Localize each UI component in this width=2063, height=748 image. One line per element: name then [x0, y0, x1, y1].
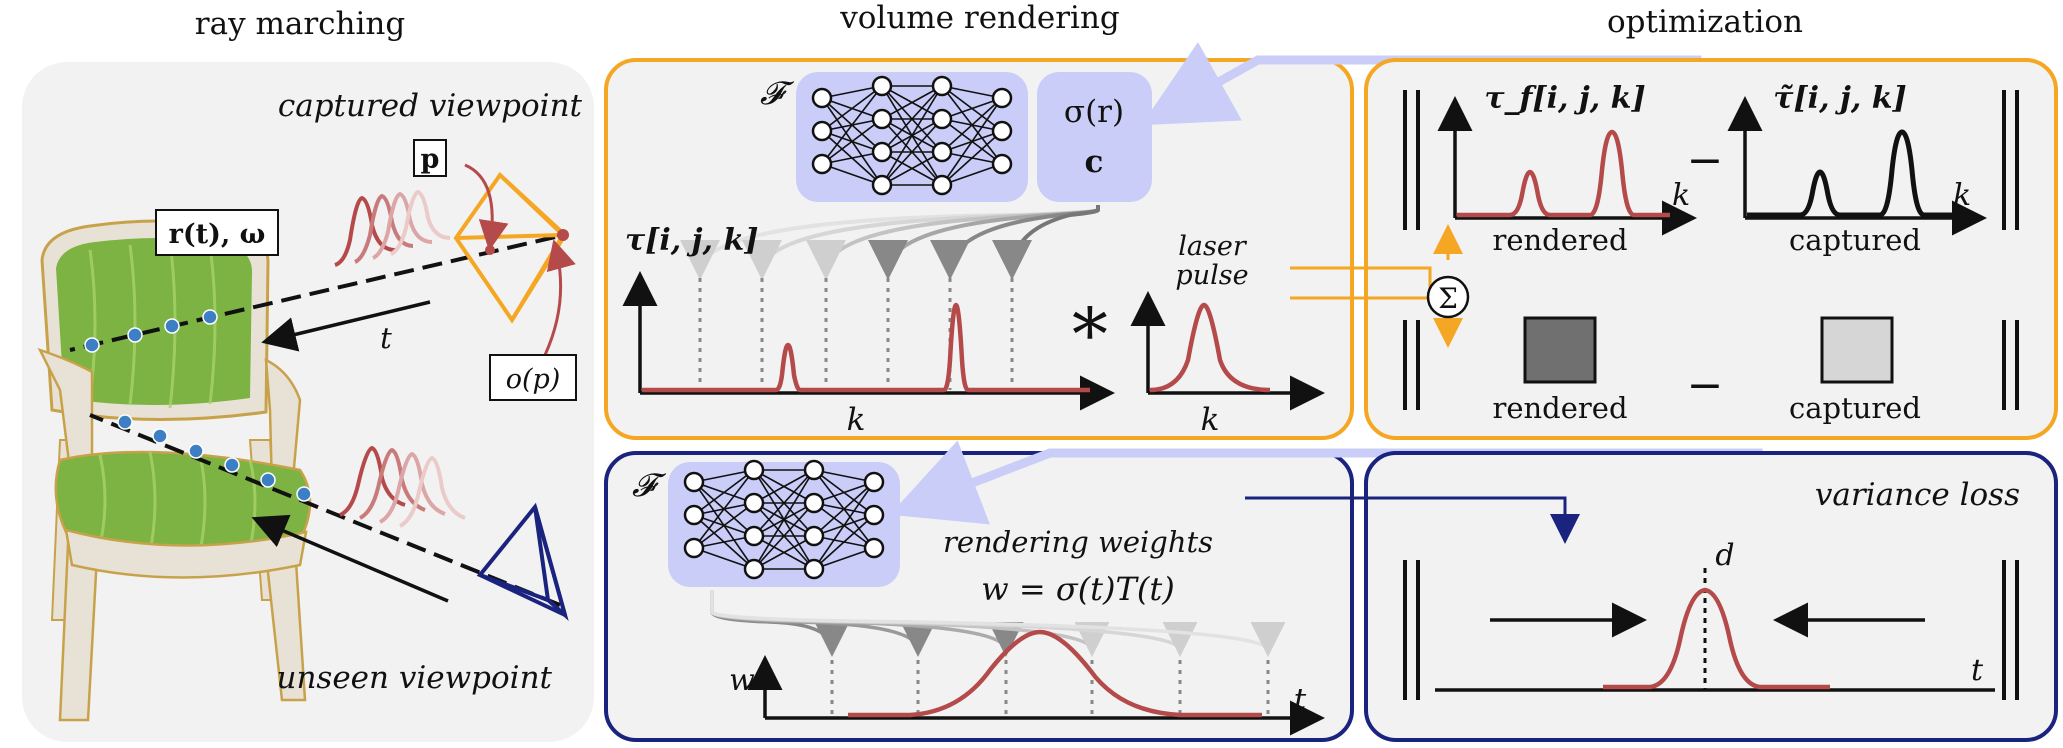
- unseen-viewpoint-label: unseen viewpoint: [276, 660, 552, 696]
- captured-curve: [1747, 129, 1960, 218]
- pixel-point: [485, 245, 495, 255]
- rendering-weights-title: rendering weights: [943, 525, 1213, 559]
- d-label: d: [1715, 538, 1734, 573]
- pulse-curve: [1149, 302, 1271, 393]
- chair-illustration: [37, 219, 312, 722]
- convolution-symbol: ∗: [1066, 278, 1115, 362]
- laser-label: laser: [1178, 231, 1248, 262]
- p-box: [413, 139, 447, 177]
- volume-rendering-panel: [604, 58, 1354, 440]
- minus-top: −: [1687, 135, 1724, 186]
- norm-bars-top: [1403, 90, 2019, 410]
- rendered-label-top: rendered: [1492, 223, 1627, 257]
- weights-curve: [848, 629, 1262, 718]
- captured-camera: [453, 171, 568, 324]
- captured-label-bottom: captured: [1789, 391, 1921, 425]
- r-omega-box: [155, 209, 279, 256]
- ray-captured: [69, 235, 556, 352]
- captured-viewpoint-label: captured viewpoint: [278, 88, 583, 124]
- sum-symbol: Σ: [1438, 282, 1458, 315]
- unseen-ray-arrow: [251, 514, 449, 603]
- rendered-k-axis: k: [1672, 178, 1690, 213]
- captured-plot: [1727, 96, 1987, 236]
- rendering-weights-formula: w = σ(t)T(t): [981, 570, 1174, 608]
- tau-k-axis: k: [847, 402, 866, 438]
- t-label: t: [380, 321, 392, 355]
- ray-unseen: [89, 413, 561, 607]
- weight-sample-arrows: [710, 590, 1286, 657]
- variance-input-arrow: [1245, 496, 1580, 544]
- tau-plot: [622, 271, 1115, 411]
- pulse-k-axis: k: [1201, 402, 1220, 438]
- sample-points: [84, 309, 312, 502]
- rendered-swatch: [1523, 316, 1597, 384]
- unseen-camera: [476, 502, 569, 621]
- norm-bars-bottom: [1403, 560, 2019, 700]
- header-volume-rendering: volume rendering: [839, 0, 1120, 36]
- captured-pulses: [334, 189, 451, 267]
- sum-circle: [1426, 275, 1470, 319]
- t-axis-label-variance: t: [1971, 653, 1984, 688]
- unseen-pulses: [339, 445, 466, 528]
- header-ray-marching: ray marching: [195, 6, 405, 42]
- captured-swatch: [1820, 316, 1894, 384]
- p-label: p: [421, 144, 440, 175]
- rendered-plot: [1437, 96, 1697, 236]
- pulse-label: pulse: [1175, 260, 1248, 291]
- t-axis-label-weights: t: [1294, 682, 1307, 718]
- minus-bottom: −: [1687, 360, 1724, 411]
- variance-loss-panel: [1364, 451, 2058, 742]
- o-arrow: [543, 239, 576, 356]
- captured-k-axis: k: [1953, 178, 1971, 213]
- captured-label-top: captured: [1789, 223, 1921, 257]
- o-p-label: o(p): [506, 364, 561, 395]
- tau-captured-label: τ̃[i, j, k]: [1773, 81, 1906, 116]
- rendered-curve: [1457, 129, 1670, 218]
- weights-plot: [747, 629, 1325, 736]
- sigma-label: σ(r): [1064, 94, 1124, 130]
- header-optimization: optimization: [1607, 4, 1803, 40]
- r-omega-label: r(t), ω: [169, 219, 266, 250]
- tau-f-label: τ_f[i, j, k]: [1484, 81, 1645, 116]
- variance-curve: [1603, 587, 1830, 690]
- pulse-plot: [1130, 291, 1325, 411]
- rendered-label-bottom: rendered: [1492, 391, 1627, 425]
- camera-center: [557, 229, 569, 241]
- tau-label: τ[i, j, k]: [625, 223, 758, 258]
- sample-arrows: [680, 205, 1100, 280]
- tau-curve: [642, 302, 1090, 393]
- sigma-c-box: [1037, 72, 1152, 202]
- c-label: c: [1085, 144, 1104, 180]
- p-arrow: [464, 163, 509, 251]
- t-arrow: [261, 300, 431, 352]
- w-axis-label: w: [729, 663, 755, 698]
- o-p-box: [489, 354, 577, 401]
- variance-loss-title: variance loss: [1815, 477, 2020, 513]
